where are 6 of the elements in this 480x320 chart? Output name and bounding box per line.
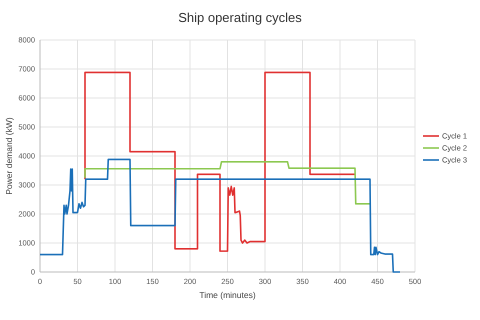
x-axis-title: Time (minutes) bbox=[199, 290, 256, 300]
line-series bbox=[84, 161, 371, 205]
y-axis-title: Power demand (kW) bbox=[4, 117, 14, 195]
chart-title: Ship operating cycles bbox=[178, 10, 302, 25]
line-series bbox=[84, 72, 356, 252]
line-series bbox=[39, 158, 401, 273]
